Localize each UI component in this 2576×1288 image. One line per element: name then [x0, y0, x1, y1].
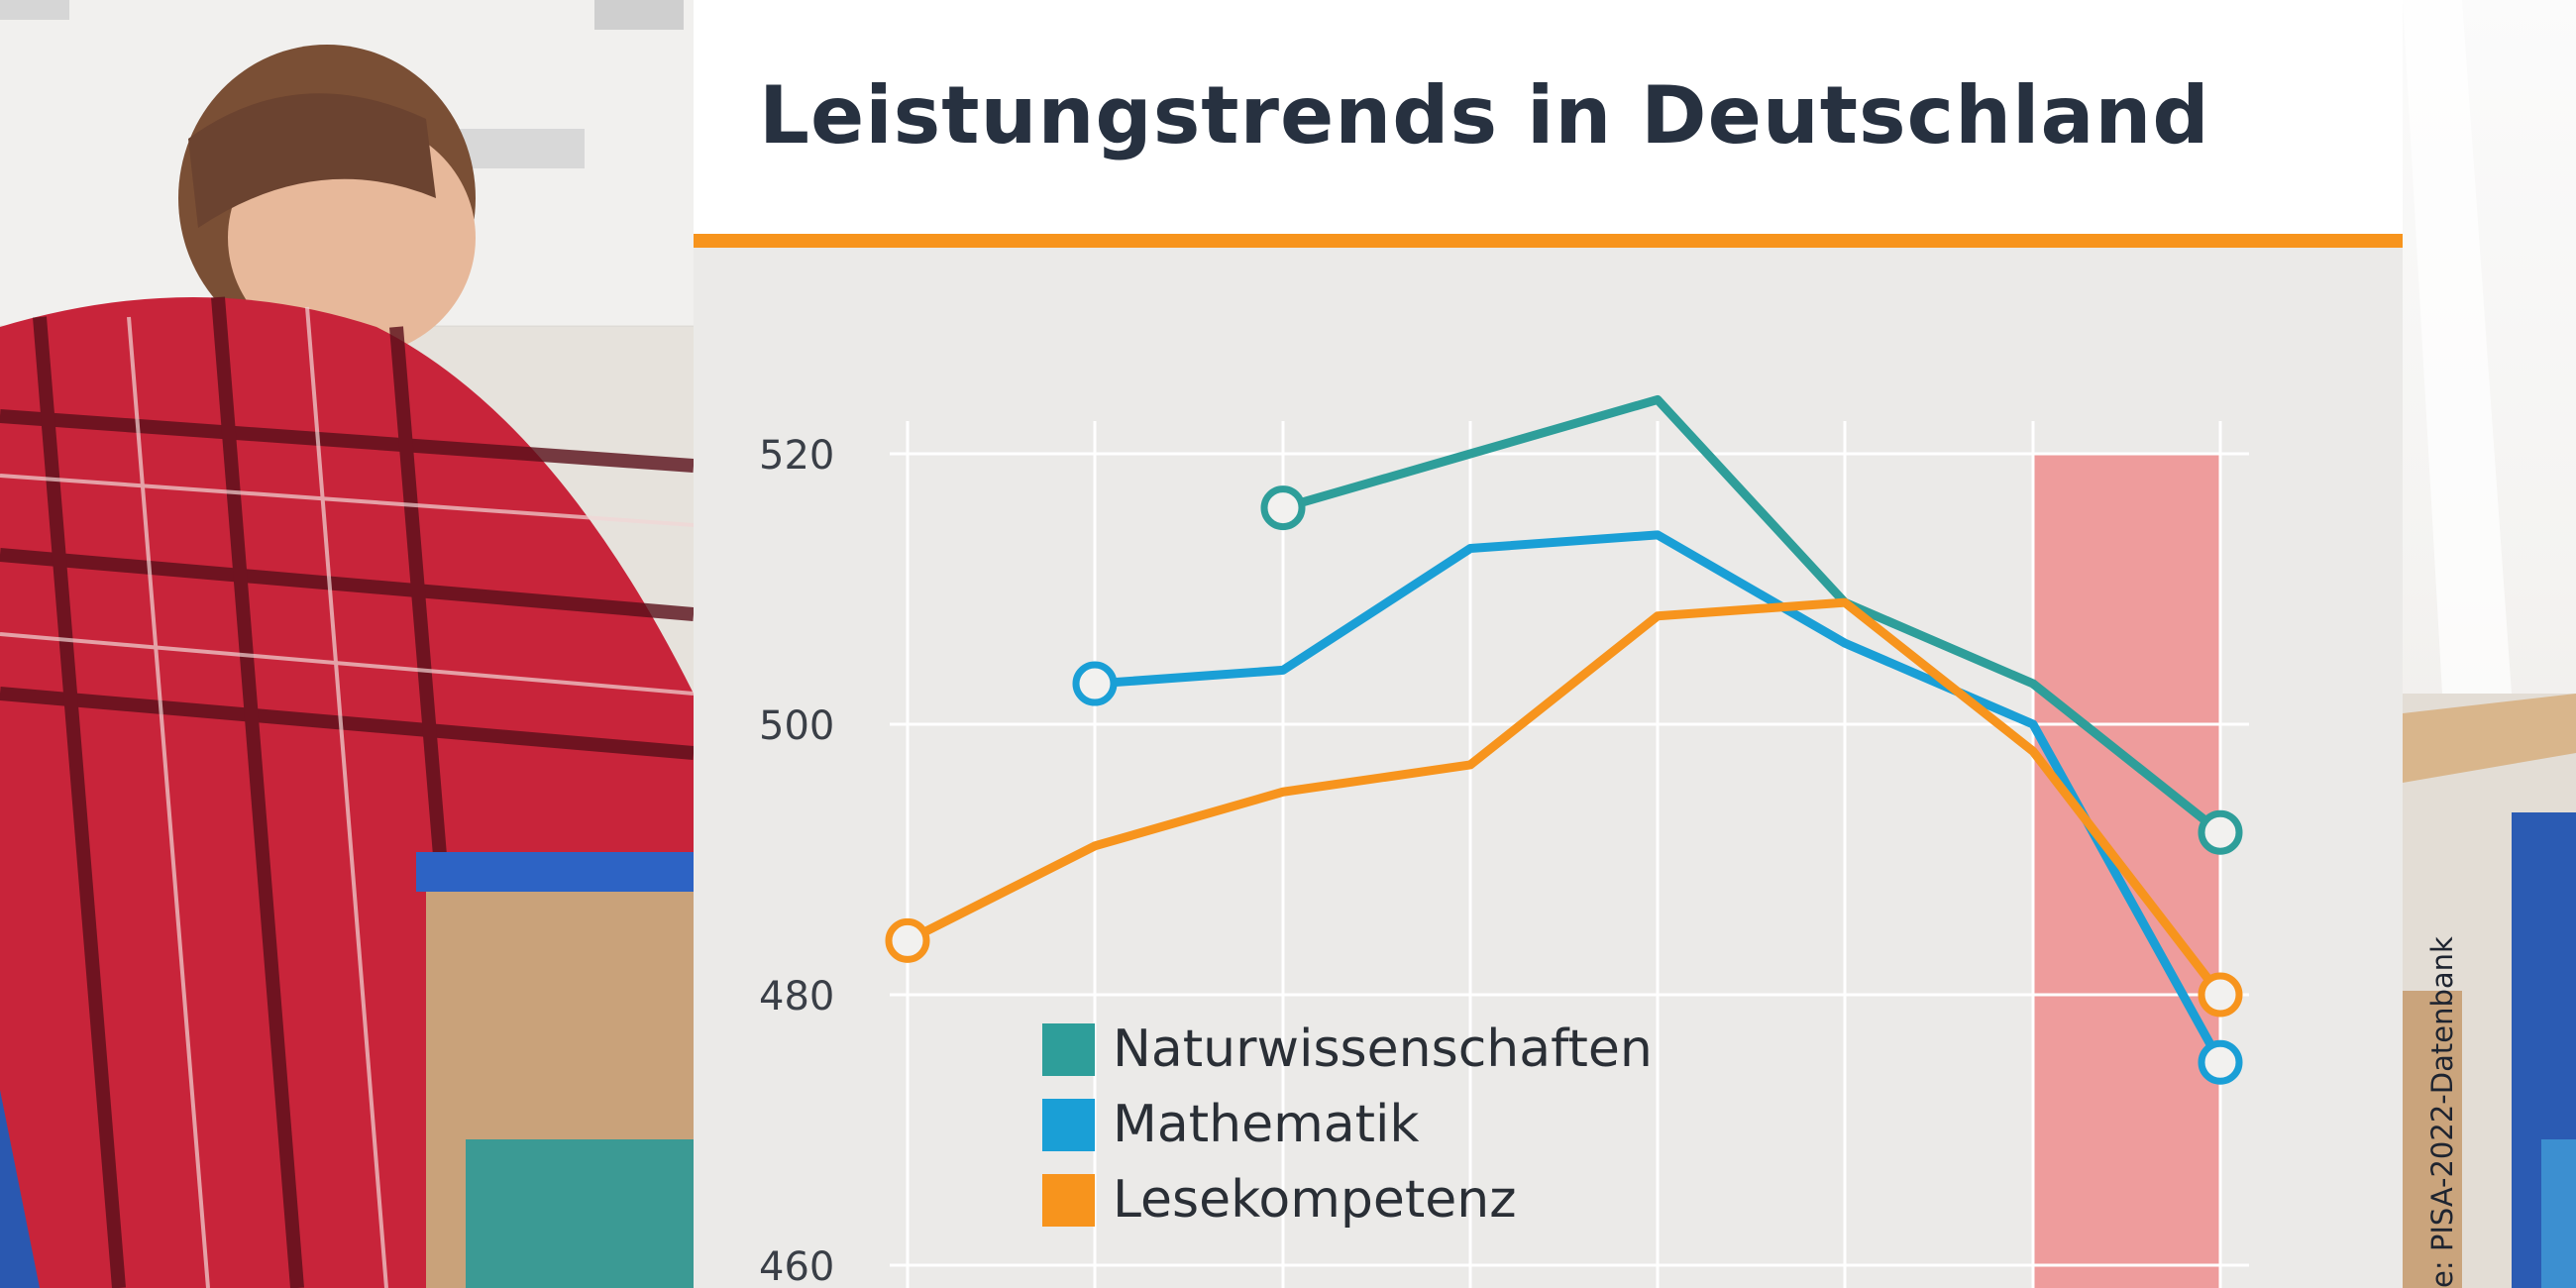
legend-label-mathematik: Mathematik — [1113, 1095, 1420, 1154]
legend-swatch-naturwissenschaften — [1042, 1023, 1095, 1076]
chart-card: Leistungstrends in Deutschland 460 480 500… — [694, 0, 2403, 1288]
legend-swatch-lesekompetenz — [1042, 1174, 1095, 1227]
marker-end-lesekompetenz — [2198, 972, 2243, 1018]
classroom-illustration — [0, 0, 694, 1288]
marker-start-naturwissenschaften — [1260, 485, 1306, 531]
marker-start-lesekompetenz — [885, 917, 930, 963]
chart-header: Leistungstrends in Deutschland — [694, 0, 2403, 234]
source-note: e: PISA-2022-Datenbank — [2425, 936, 2459, 1288]
marker-end-mathematik — [2198, 1039, 2243, 1085]
series-line-lesekompetenz — [903, 597, 2225, 1000]
y-tick-460: 460 — [759, 1244, 834, 1288]
legend-swatch-mathematik — [1042, 1099, 1095, 1151]
marker-end-naturwissenschaften — [2198, 809, 2243, 855]
y-tick-500: 500 — [759, 703, 834, 749]
header-accent-rule — [694, 234, 2403, 248]
line-chart: 460 480 500 520 Naturwissenschaften Mathemat… — [759, 394, 2249, 1288]
marker-start-mathematik — [1072, 661, 1118, 706]
legend-label-lesekompetenz: Lesekompetenz — [1113, 1170, 1517, 1230]
series-line-mathematik — [1090, 530, 2225, 1067]
y-tick-520: 520 — [759, 433, 834, 479]
chart-title: Leistungstrends in Deutschland — [759, 69, 2210, 161]
y-tick-480: 480 — [759, 974, 834, 1020]
series-line-naturwissenschaften — [1278, 394, 2225, 837]
legend-label-naturwissenschaften: Naturwissenschaften — [1113, 1020, 1653, 1079]
background-photo-strip — [2403, 0, 2576, 1288]
background-photo-classroom — [0, 0, 694, 1288]
classroom-illustration-right — [2403, 0, 2576, 1288]
